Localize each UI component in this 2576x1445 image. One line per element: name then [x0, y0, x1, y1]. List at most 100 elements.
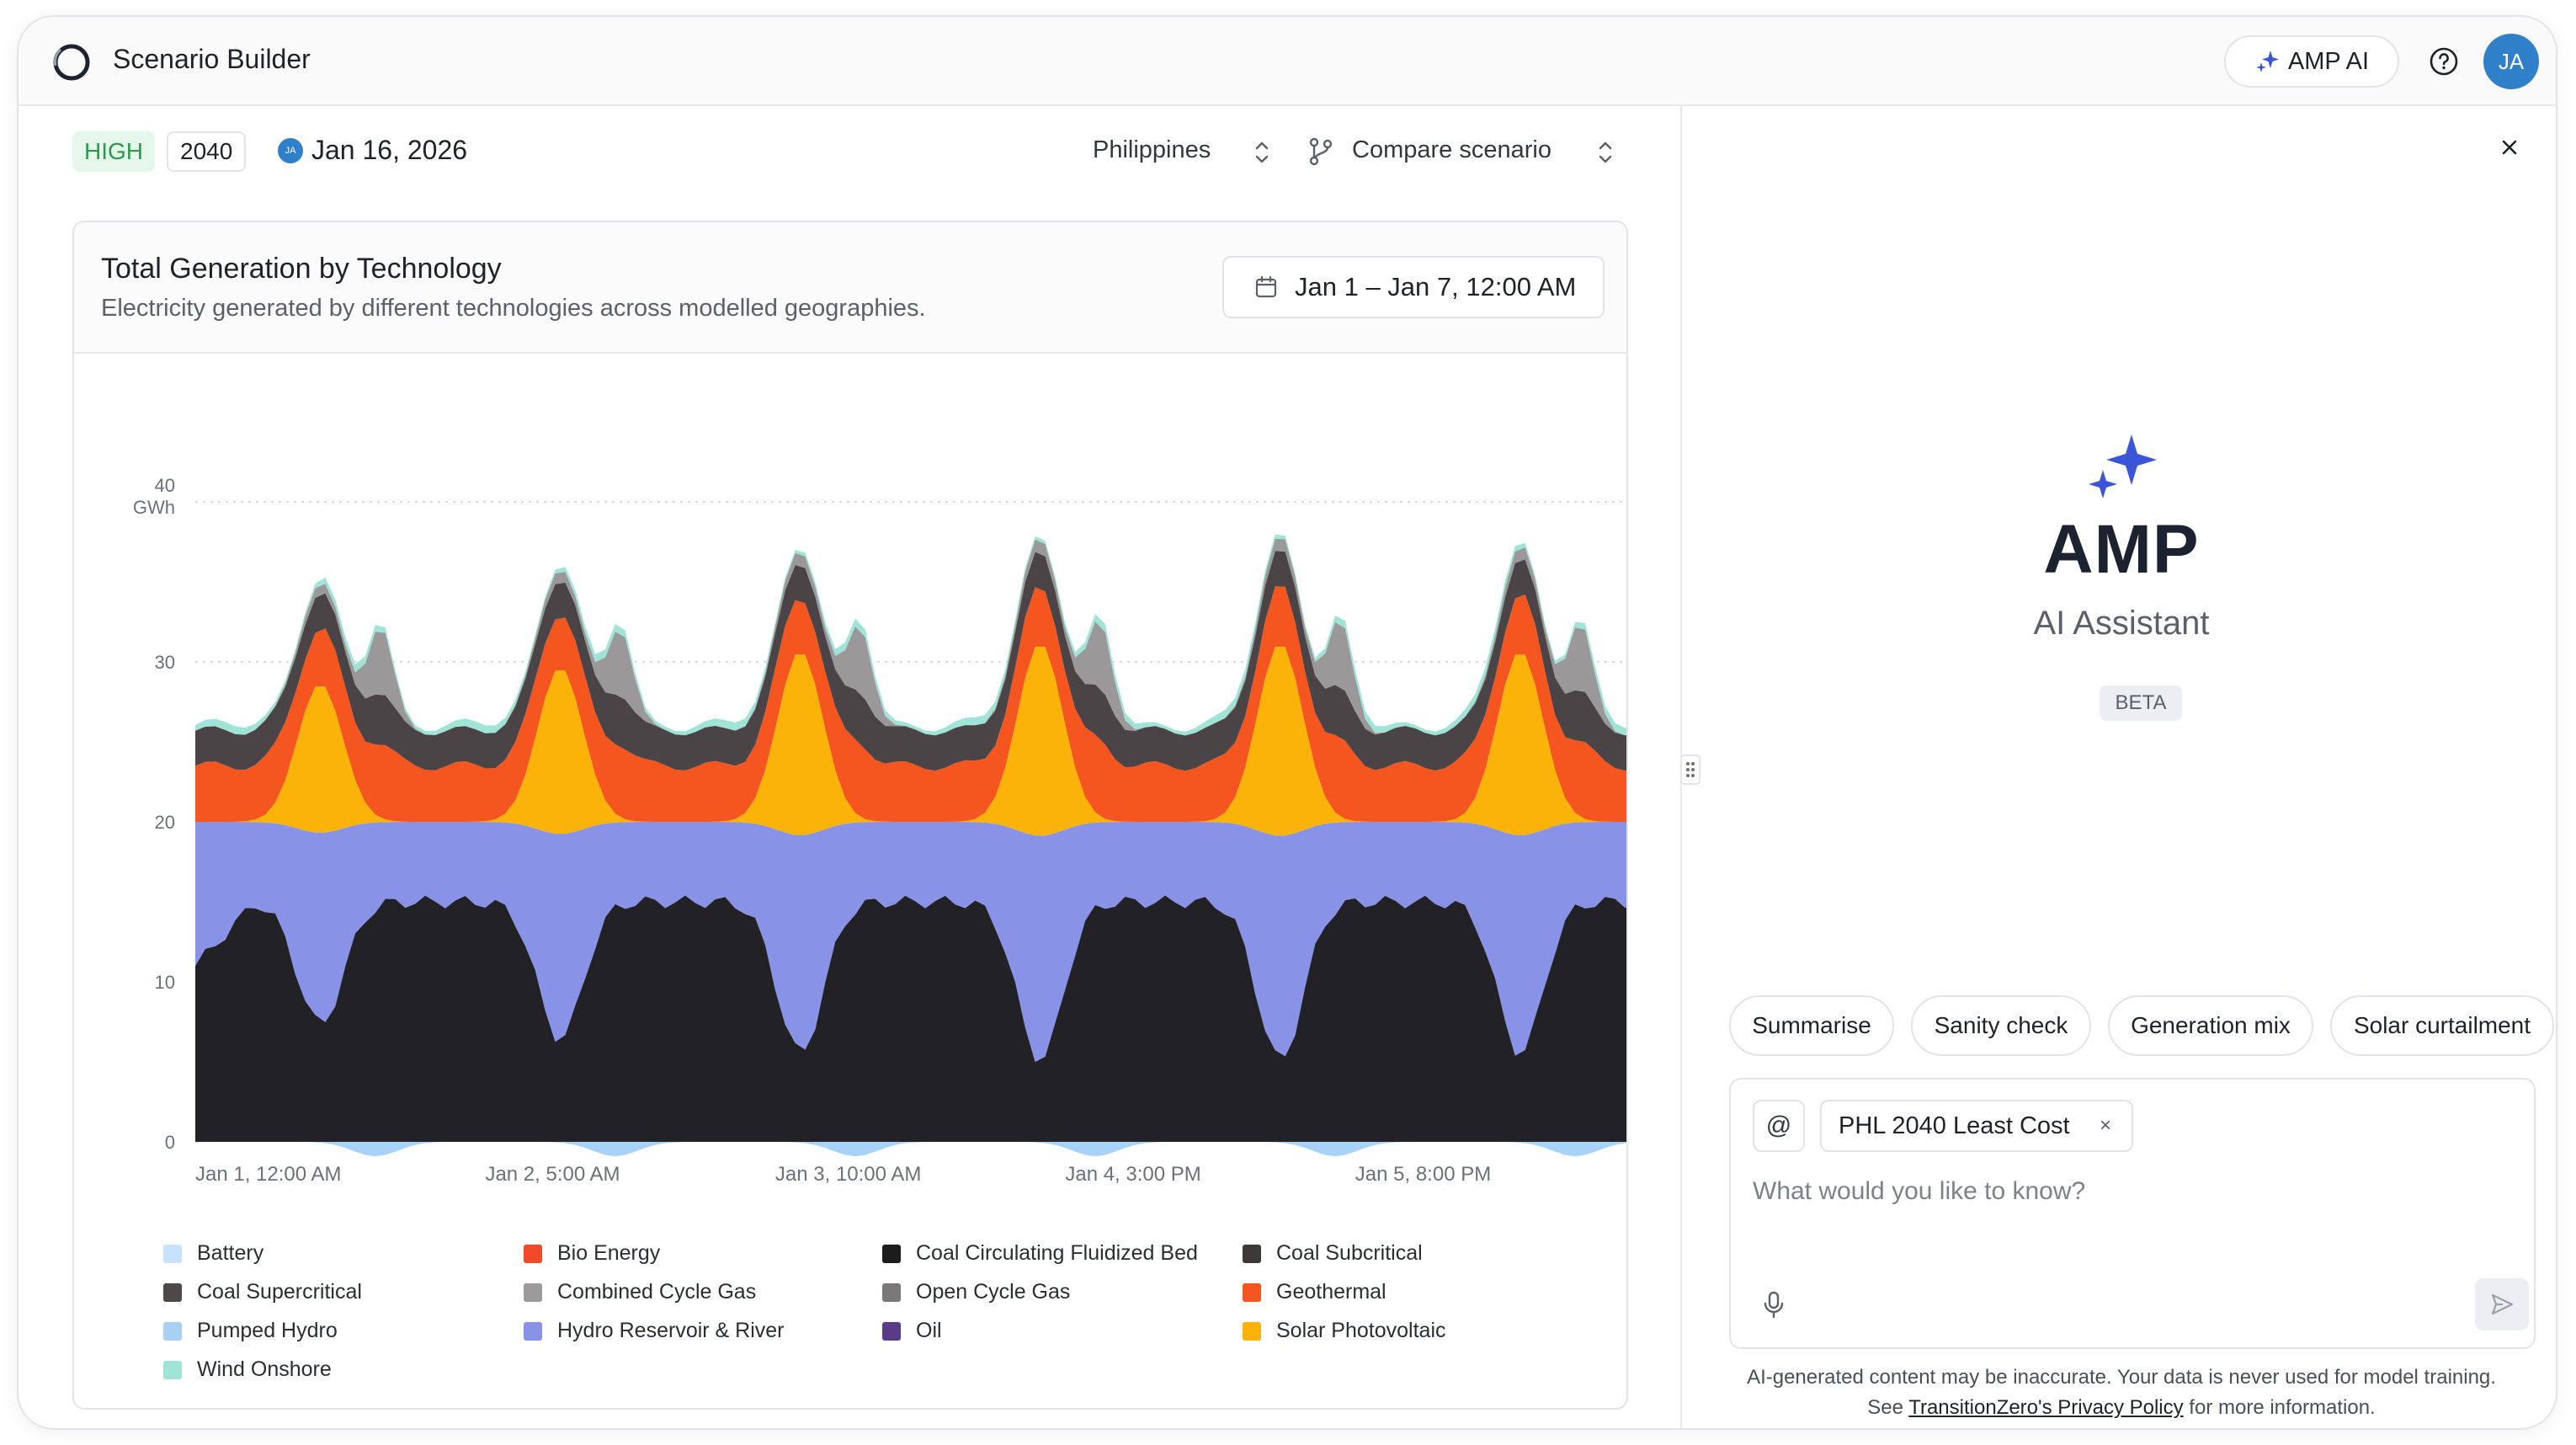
legend-item[interactable]: Coal Subcritical — [1243, 1241, 1423, 1266]
area-combined-cycle-gas — [195, 538, 1626, 736]
suggestion-chips: Summarise Sanity check Generation mix So… — [1729, 995, 2554, 1056]
app-logo-icon[interactable] — [49, 40, 93, 84]
scenario-year-badge: 2040 — [167, 131, 247, 172]
send-button[interactable] — [2475, 1278, 2529, 1330]
legend-swatch — [882, 1321, 901, 1341]
microphone-icon[interactable] — [1761, 1290, 1786, 1320]
legend-swatch — [524, 1282, 542, 1302]
beta-badge: BETA — [2100, 685, 2182, 721]
legend-item[interactable]: Pumped Hydro — [163, 1319, 338, 1343]
area-wind-onshore — [195, 534, 1626, 736]
x-tick-label: Jan 1, 12:00 AM — [195, 1163, 341, 1186]
legend-swatch — [163, 1282, 182, 1302]
legend-swatch — [524, 1321, 542, 1341]
area-solar-pv — [195, 647, 1626, 836]
scenario-date: Jan 16, 2026 — [311, 135, 468, 165]
amp-ai-button[interactable]: AMP AI — [2224, 35, 2399, 88]
app-title: Scenario Builder — [113, 44, 311, 74]
legend-label: Coal Circulating Fluidized Bed — [916, 1241, 1198, 1265]
x-tick-label: Jan 3, 10:00 AM — [775, 1163, 921, 1186]
x-tick-label: Jan 4, 3:00 PM — [1065, 1163, 1200, 1186]
legend-swatch — [1243, 1282, 1261, 1302]
legend-swatch — [163, 1321, 182, 1341]
assistant-title: AMP — [2043, 511, 2200, 588]
legend-item[interactable]: Battery — [163, 1241, 263, 1266]
mention-button[interactable]: @ — [1753, 1100, 1805, 1152]
legend-swatch — [163, 1244, 182, 1263]
legend-item[interactable]: Solar Photovoltaic — [1243, 1319, 1446, 1343]
suggestion-summarise[interactable]: Summarise — [1729, 995, 1894, 1056]
legend-label: Geothermal — [1276, 1280, 1386, 1304]
remove-context-icon[interactable]: × — [2099, 1114, 2111, 1137]
scenario-panel: HIGH 2040 JA Jan 16, 2026 Philippines Co… — [19, 106, 1682, 1428]
help-icon[interactable] — [2428, 45, 2460, 77]
prompt-input[interactable] — [1753, 1170, 2510, 1213]
legend-swatch — [163, 1360, 182, 1379]
legend-item[interactable]: Open Cycle Gas — [882, 1280, 1070, 1304]
disclaimer-post: for more information. — [2183, 1396, 2376, 1419]
legend-label: Pumped Hydro — [197, 1319, 338, 1342]
scenario-level-badge: HIGH — [72, 131, 155, 172]
y-tick-label: 0 — [165, 1132, 175, 1153]
legend-item[interactable]: Geothermal — [1243, 1280, 1386, 1304]
area-hydro-reservoir — [195, 822, 1626, 1062]
y-unit-label: GWh — [133, 497, 175, 518]
legend-item[interactable]: Coal Circulating Fluidized Bed — [882, 1241, 1198, 1266]
disclaimer-pre: See — [1867, 1396, 1909, 1419]
suggestion-solar-curtailment[interactable]: Solar curtailment — [2330, 995, 2554, 1056]
legend-swatch — [1243, 1321, 1261, 1341]
suggestion-generation-mix[interactable]: Generation mix — [2108, 995, 2313, 1056]
date-range-label: Jan 1 – Jan 7, 12:00 AM — [1295, 272, 1577, 301]
y-tick-label: 10 — [155, 972, 175, 993]
assistant-panel: AMP AI Assistant BETA Summarise Sanity c… — [1684, 106, 2556, 1428]
author-avatar: JA — [278, 138, 303, 163]
chart-title: Total Generation by Technology — [101, 253, 502, 285]
legend-label: Open Cycle Gas — [916, 1280, 1071, 1304]
legend-swatch — [1243, 1244, 1261, 1263]
legend-item[interactable]: Combined Cycle Gas — [524, 1280, 756, 1304]
user-avatar[interactable]: JA — [2483, 34, 2539, 89]
disclaimer-line-1: AI-generated content may be inaccurate. … — [1747, 1366, 2496, 1389]
panel-resize-handle-icon[interactable] — [1680, 754, 1700, 785]
country-select[interactable]: Philippines — [1093, 136, 1211, 163]
legend-label: Battery — [197, 1241, 264, 1265]
date-range-picker[interactable]: Jan 1 – Jan 7, 12:00 AM — [1222, 256, 1605, 318]
chevron-up-down-icon[interactable] — [1593, 138, 1618, 167]
area-geothermal — [195, 586, 1626, 822]
chevron-up-down-icon[interactable] — [1249, 138, 1275, 167]
legend-item[interactable]: Oil — [882, 1319, 942, 1343]
legend-item[interactable]: Wind Onshore — [163, 1357, 332, 1382]
legend-swatch — [882, 1244, 901, 1263]
legend-label: Solar Photovoltaic — [1276, 1319, 1446, 1342]
context-chip-label: PHL 2040 Least Cost — [1839, 1112, 2070, 1139]
top-header: Scenario Builder AMP AI JA — [19, 17, 2556, 106]
chart-card-header: Total Generation by Technology Electrici… — [74, 222, 1626, 354]
x-tick-label: Jan 2, 5:00 AM — [485, 1163, 620, 1186]
legend-item[interactable]: Bio Energy — [524, 1241, 660, 1266]
legend-label: Bio Energy — [557, 1241, 661, 1265]
assistant-subtitle: AI Assistant — [2033, 605, 2210, 642]
legend-label: Hydro Reservoir & River — [557, 1319, 785, 1342]
area-coal-subcritical — [195, 551, 1626, 771]
y-tick-label: 40 — [155, 475, 175, 496]
x-tick-label: Jan 5, 8:00 PM — [1355, 1163, 1491, 1186]
privacy-policy-link[interactable]: TransitionZero's Privacy Policy — [1908, 1396, 2184, 1419]
legend-item[interactable]: Coal Supercritical — [163, 1280, 362, 1304]
context-chip: PHL 2040 Least Cost × — [1820, 1100, 2133, 1152]
generation-chart-card: Total Generation by Technology Electrici… — [72, 221, 1628, 1410]
legend-swatch — [882, 1282, 901, 1302]
legend-swatch — [524, 1244, 542, 1263]
chart-subtitle: Electricity generated by different techn… — [101, 295, 926, 322]
sparkle-icon — [2255, 51, 2279, 72]
compare-scenario-select[interactable]: Compare scenario — [1352, 136, 1551, 163]
chat-composer: @ PHL 2040 Least Cost × — [1729, 1078, 2536, 1349]
y-tick-label: 30 — [155, 652, 175, 673]
close-icon[interactable] — [2497, 135, 2522, 160]
legend-label: Oil — [916, 1319, 942, 1342]
chart-legend: Battery Bio Energy Coal Circulating Fluidi… — [163, 1241, 1611, 1401]
legend-label: Coal Supercritical — [197, 1280, 362, 1304]
suggestion-sanity-check[interactable]: Sanity check — [1911, 995, 2091, 1056]
area-battery — [195, 1142, 1626, 1157]
legend-item[interactable]: Hydro Reservoir & River — [524, 1319, 785, 1343]
